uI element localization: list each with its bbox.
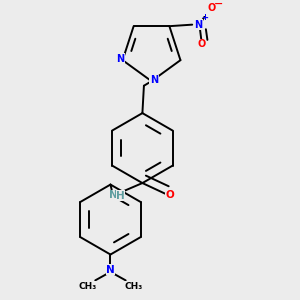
Text: N: N [116, 54, 124, 64]
Text: O: O [165, 190, 174, 200]
Text: CH₃: CH₃ [124, 282, 142, 291]
Text: O: O [208, 3, 216, 13]
Text: H: H [116, 191, 125, 201]
Text: N: N [106, 265, 115, 275]
Text: N: N [194, 20, 202, 30]
Text: N: N [150, 75, 158, 85]
Text: N: N [109, 190, 118, 200]
Text: −: − [214, 0, 223, 9]
Text: +: + [202, 14, 208, 22]
Text: CH₃: CH₃ [79, 282, 97, 291]
Text: O: O [197, 39, 206, 50]
